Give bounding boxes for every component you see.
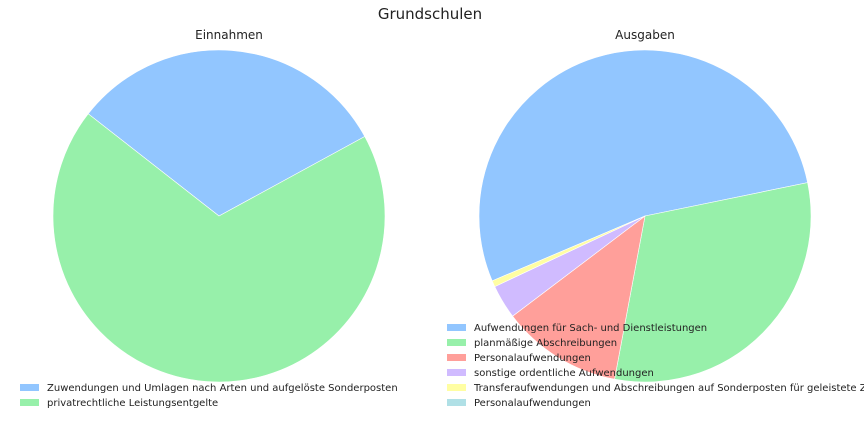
legend-entry-0: Aufwendungen für Sach- und Dienstleistun… — [447, 323, 707, 334]
pie-title-einnahmen: Einnahmen — [195, 28, 263, 42]
legend-swatch-4 — [447, 384, 466, 391]
pie-title-ausgaben: Ausgaben — [615, 28, 675, 42]
pie-slice-2 — [512, 215, 646, 380]
legend-entry-2: Personalaufwendungen — [447, 353, 591, 364]
legend-label-1: planmäßige Abschreibungen — [474, 338, 617, 349]
pie-slice-4 — [491, 215, 646, 287]
legend-entry-4: Transferaufwendungen und Abschreibungen … — [447, 383, 864, 394]
legend-label-5: Personalaufwendungen — [474, 398, 591, 409]
legend-entry-1: planmäßige Abschreibungen — [447, 338, 617, 349]
legend-label-1: privatrechtliche Leistungsentgelte — [47, 398, 218, 409]
pie-slice-1 — [614, 182, 812, 383]
pie-slices — [478, 49, 812, 383]
pie-slice-0 — [87, 49, 366, 217]
legend-label-0: Zuwendungen und Umlagen nach Arten und a… — [47, 383, 398, 394]
pie-chart-ausgaben: Ausgaben Aufwendungen für Sach- und Dien… — [447, 28, 864, 409]
legend-entry-3: sonstige ordentliche Aufwendungen — [447, 368, 654, 379]
legend-einnahmen: Zuwendungen und Umlagen nach Arten und a… — [20, 383, 398, 409]
legend-swatch-1 — [447, 339, 466, 346]
legend-swatch-0 — [20, 384, 39, 391]
pie-slice-1 — [52, 113, 386, 383]
legend-label-2: Personalaufwendungen — [474, 353, 591, 364]
legend-label-3: sonstige ordentliche Aufwendungen — [474, 368, 654, 379]
legend-entry-0: Zuwendungen und Umlagen nach Arten und a… — [20, 383, 398, 394]
legend-label-0: Aufwendungen für Sach- und Dienstleistun… — [474, 323, 707, 334]
legend-swatch-5 — [447, 399, 466, 406]
pie-chart-einnahmen: Einnahmen Zuwendungen und Umlagen nach A… — [20, 28, 398, 409]
legend-entry-1: privatrechtliche Leistungsentgelte — [20, 398, 218, 409]
figure-title: Grundschulen — [378, 5, 482, 23]
legend-ausgaben: Aufwendungen für Sach- und Dienstleistun… — [447, 323, 864, 409]
legend-swatch-1 — [20, 399, 39, 406]
legend-swatch-0 — [447, 324, 466, 331]
legend-entry-5: Personalaufwendungen — [447, 398, 591, 409]
legend-swatch-2 — [447, 354, 466, 361]
legend-swatch-3 — [447, 369, 466, 376]
pie-slices — [52, 49, 386, 383]
legend-label-4: Transferaufwendungen und Abschreibungen … — [473, 383, 864, 394]
pie-slice-0 — [478, 49, 808, 282]
